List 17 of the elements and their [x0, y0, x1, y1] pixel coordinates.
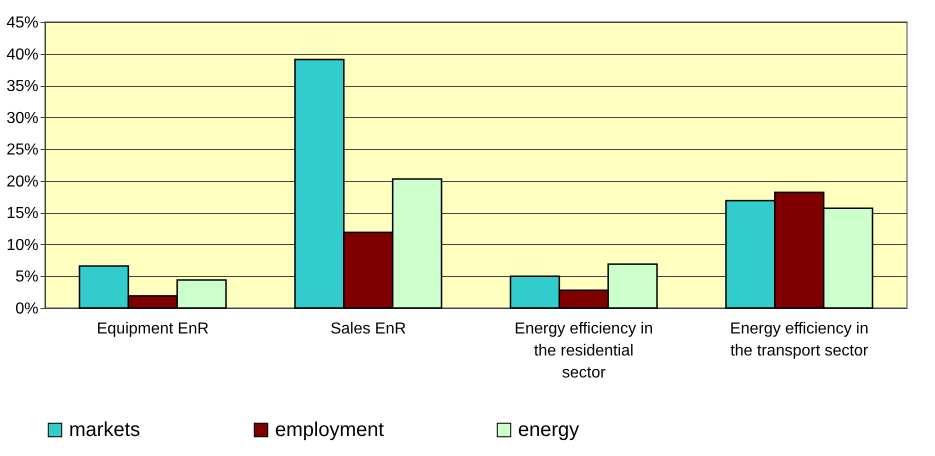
y-tick-label: 25%: [6, 142, 38, 159]
y-tick-label: 40%: [6, 46, 38, 64]
y-tick-label: 0%: [15, 300, 38, 318]
y-tick-label: 10%: [6, 236, 38, 254]
legend-label: energy: [518, 419, 580, 441]
y-tick-label: 5%: [15, 268, 38, 286]
x-tick-label: Energy efficiency in the residential sector: [514, 320, 653, 382]
y-tick-label: 45%: [6, 14, 38, 32]
x-tick-label: Equipment EnR: [96, 320, 209, 338]
x-tick-label: Energy efficiency in the transport sector: [730, 320, 869, 360]
y-tick-label: 30%: [6, 110, 38, 127]
legend-label: markets: [69, 419, 140, 441]
y-tick-label: 20%: [6, 173, 38, 190]
x-tick-label: Sales EnR: [330, 320, 406, 338]
y-tick-label: 35%: [6, 78, 38, 96]
y-tick-label: 15%: [6, 205, 38, 222]
legend-label: employment: [275, 419, 384, 441]
